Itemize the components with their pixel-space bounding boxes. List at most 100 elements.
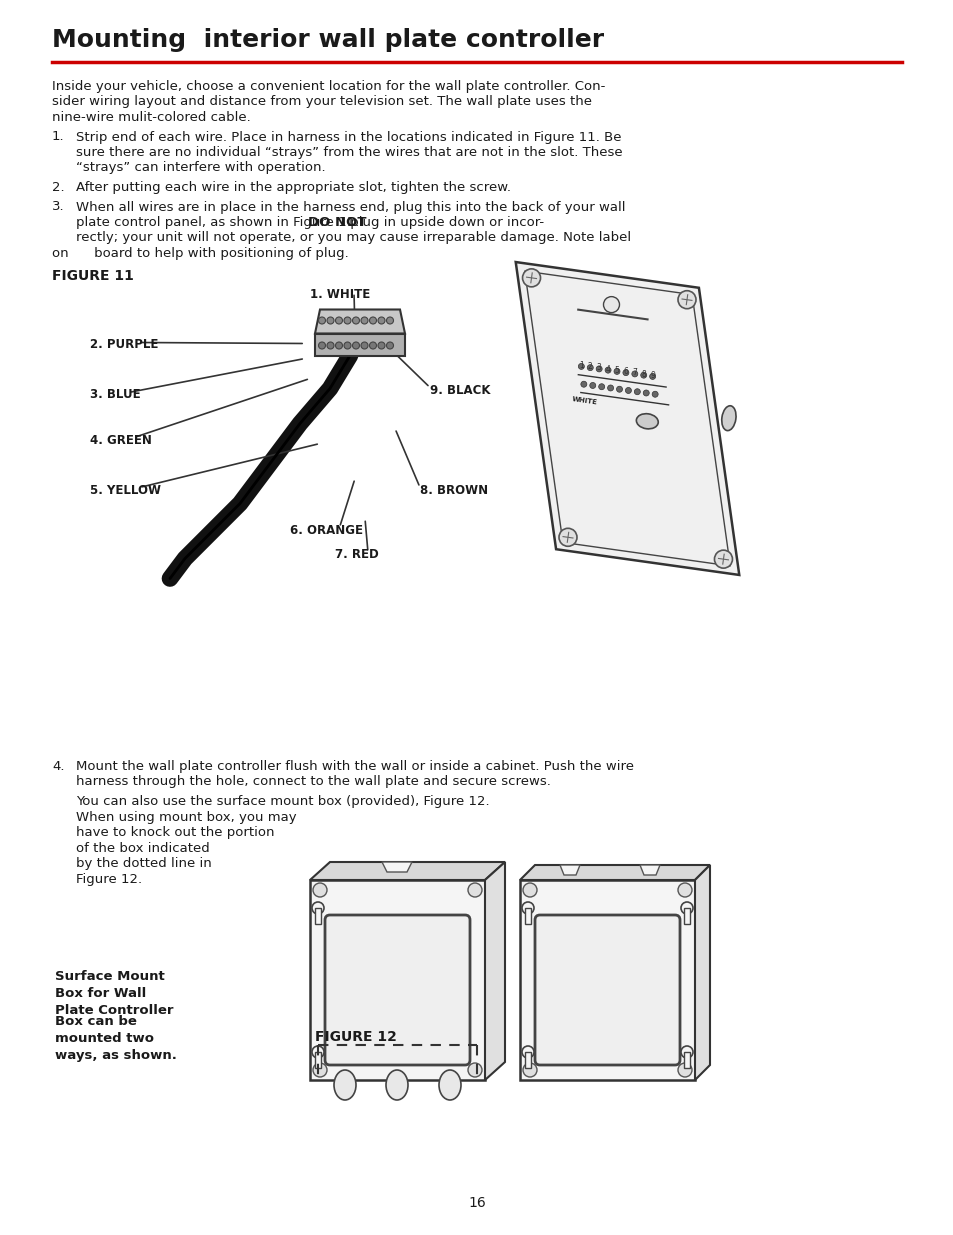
Circle shape	[625, 388, 631, 394]
Circle shape	[522, 269, 540, 287]
Text: 9: 9	[649, 370, 655, 380]
Circle shape	[377, 342, 385, 350]
Text: 1.: 1.	[52, 131, 65, 143]
Circle shape	[680, 902, 692, 914]
Bar	[524, 908, 531, 924]
Circle shape	[607, 385, 613, 391]
Bar	[683, 1052, 689, 1068]
Polygon shape	[314, 310, 405, 333]
Text: 5: 5	[614, 366, 618, 375]
Text: 1. WHITE: 1. WHITE	[310, 289, 370, 301]
Circle shape	[468, 883, 481, 897]
Text: 4: 4	[605, 364, 610, 374]
Ellipse shape	[636, 414, 658, 429]
Circle shape	[312, 1046, 324, 1058]
Circle shape	[318, 342, 325, 350]
Text: plate control panel, as shown in Figure 11.: plate control panel, as shown in Figure …	[76, 216, 363, 228]
Text: You can also use the surface mount box (provided), Figure 12.: You can also use the surface mount box (…	[76, 795, 489, 808]
Text: 2.: 2.	[52, 182, 65, 194]
Circle shape	[678, 1063, 691, 1077]
Circle shape	[468, 1063, 481, 1077]
Circle shape	[680, 1046, 692, 1058]
Circle shape	[360, 317, 368, 324]
Text: Mounting  interior wall plate controller: Mounting interior wall plate controller	[52, 28, 603, 52]
Circle shape	[596, 366, 601, 372]
Circle shape	[327, 317, 334, 324]
Text: When using mount box, you may: When using mount box, you may	[76, 810, 296, 824]
Circle shape	[318, 317, 325, 324]
Circle shape	[587, 364, 593, 370]
Ellipse shape	[721, 406, 736, 431]
Text: 4.: 4.	[52, 760, 65, 773]
Circle shape	[335, 342, 342, 350]
Circle shape	[642, 390, 649, 396]
Circle shape	[604, 367, 611, 373]
Circle shape	[521, 1046, 534, 1058]
Text: sure there are no individual “strays” from the wires that are not in the slot. T: sure there are no individual “strays” fr…	[76, 146, 622, 159]
Text: 2: 2	[587, 362, 592, 372]
Polygon shape	[639, 864, 659, 876]
Text: plug in upside down or incor-: plug in upside down or incor-	[346, 216, 543, 228]
Circle shape	[603, 296, 618, 312]
Circle shape	[386, 317, 393, 324]
Polygon shape	[519, 864, 709, 881]
Circle shape	[522, 1063, 537, 1077]
Text: by the dotted line in: by the dotted line in	[76, 857, 212, 869]
Text: nine-wire mulit-colored cable.: nine-wire mulit-colored cable.	[52, 111, 251, 124]
Text: 8. BROWN: 8. BROWN	[419, 483, 488, 496]
Circle shape	[360, 342, 368, 350]
Circle shape	[634, 389, 639, 395]
Text: 16: 16	[468, 1195, 485, 1210]
Circle shape	[652, 391, 658, 398]
Text: FIGURE 12: FIGURE 12	[314, 1030, 396, 1044]
Text: After putting each wire in the appropriate slot, tighten the screw.: After putting each wire in the appropria…	[76, 182, 511, 194]
Ellipse shape	[386, 1070, 408, 1100]
Text: FIGURE 11: FIGURE 11	[52, 268, 133, 283]
Circle shape	[352, 317, 359, 324]
Text: Box can be
mounted two
ways, as shown.: Box can be mounted two ways, as shown.	[55, 1015, 176, 1062]
FancyBboxPatch shape	[325, 915, 470, 1065]
Circle shape	[313, 883, 327, 897]
Polygon shape	[579, 393, 669, 405]
Circle shape	[589, 383, 595, 389]
Circle shape	[344, 317, 351, 324]
Text: Surface Mount
Box for Wall
Plate Controller: Surface Mount Box for Wall Plate Control…	[55, 969, 173, 1016]
Bar	[314, 1052, 320, 1068]
Text: 6. ORANGE: 6. ORANGE	[290, 524, 363, 536]
Text: 9. BLACK: 9. BLACK	[430, 384, 490, 396]
Polygon shape	[310, 881, 484, 1079]
Circle shape	[640, 372, 646, 378]
Text: harness through the hole, connect to the wall plate and secure screws.: harness through the hole, connect to the…	[76, 776, 550, 788]
Circle shape	[369, 317, 376, 324]
Circle shape	[714, 550, 732, 568]
Circle shape	[598, 384, 604, 390]
Text: 3: 3	[596, 363, 600, 373]
Circle shape	[616, 387, 622, 393]
Bar	[314, 908, 320, 924]
Text: 2. PURPLE: 2. PURPLE	[90, 338, 158, 352]
Text: 3. BLUE: 3. BLUE	[90, 389, 140, 401]
Text: Figure 12.: Figure 12.	[76, 872, 142, 885]
Circle shape	[313, 1063, 327, 1077]
Text: Inside your vehicle, choose a convenient location for the wall plate controller.: Inside your vehicle, choose a convenient…	[52, 80, 605, 93]
Text: 5. YELLOW: 5. YELLOW	[90, 483, 161, 496]
Circle shape	[678, 290, 696, 309]
Circle shape	[352, 342, 359, 350]
Polygon shape	[381, 862, 412, 872]
Polygon shape	[695, 864, 709, 1079]
Circle shape	[622, 369, 628, 375]
Ellipse shape	[438, 1070, 460, 1100]
Polygon shape	[519, 881, 695, 1079]
Text: on      board to help with positioning of plug.: on board to help with positioning of plu…	[52, 247, 349, 261]
FancyBboxPatch shape	[535, 915, 679, 1065]
Polygon shape	[559, 864, 579, 876]
Circle shape	[312, 902, 324, 914]
Text: sider wiring layout and distance from your television set. The wall plate uses t: sider wiring layout and distance from yo…	[52, 95, 592, 109]
Polygon shape	[578, 374, 666, 387]
Circle shape	[521, 902, 534, 914]
Circle shape	[377, 317, 385, 324]
Circle shape	[386, 342, 393, 350]
Text: 8: 8	[640, 369, 645, 379]
Circle shape	[369, 342, 376, 350]
Polygon shape	[516, 262, 739, 576]
